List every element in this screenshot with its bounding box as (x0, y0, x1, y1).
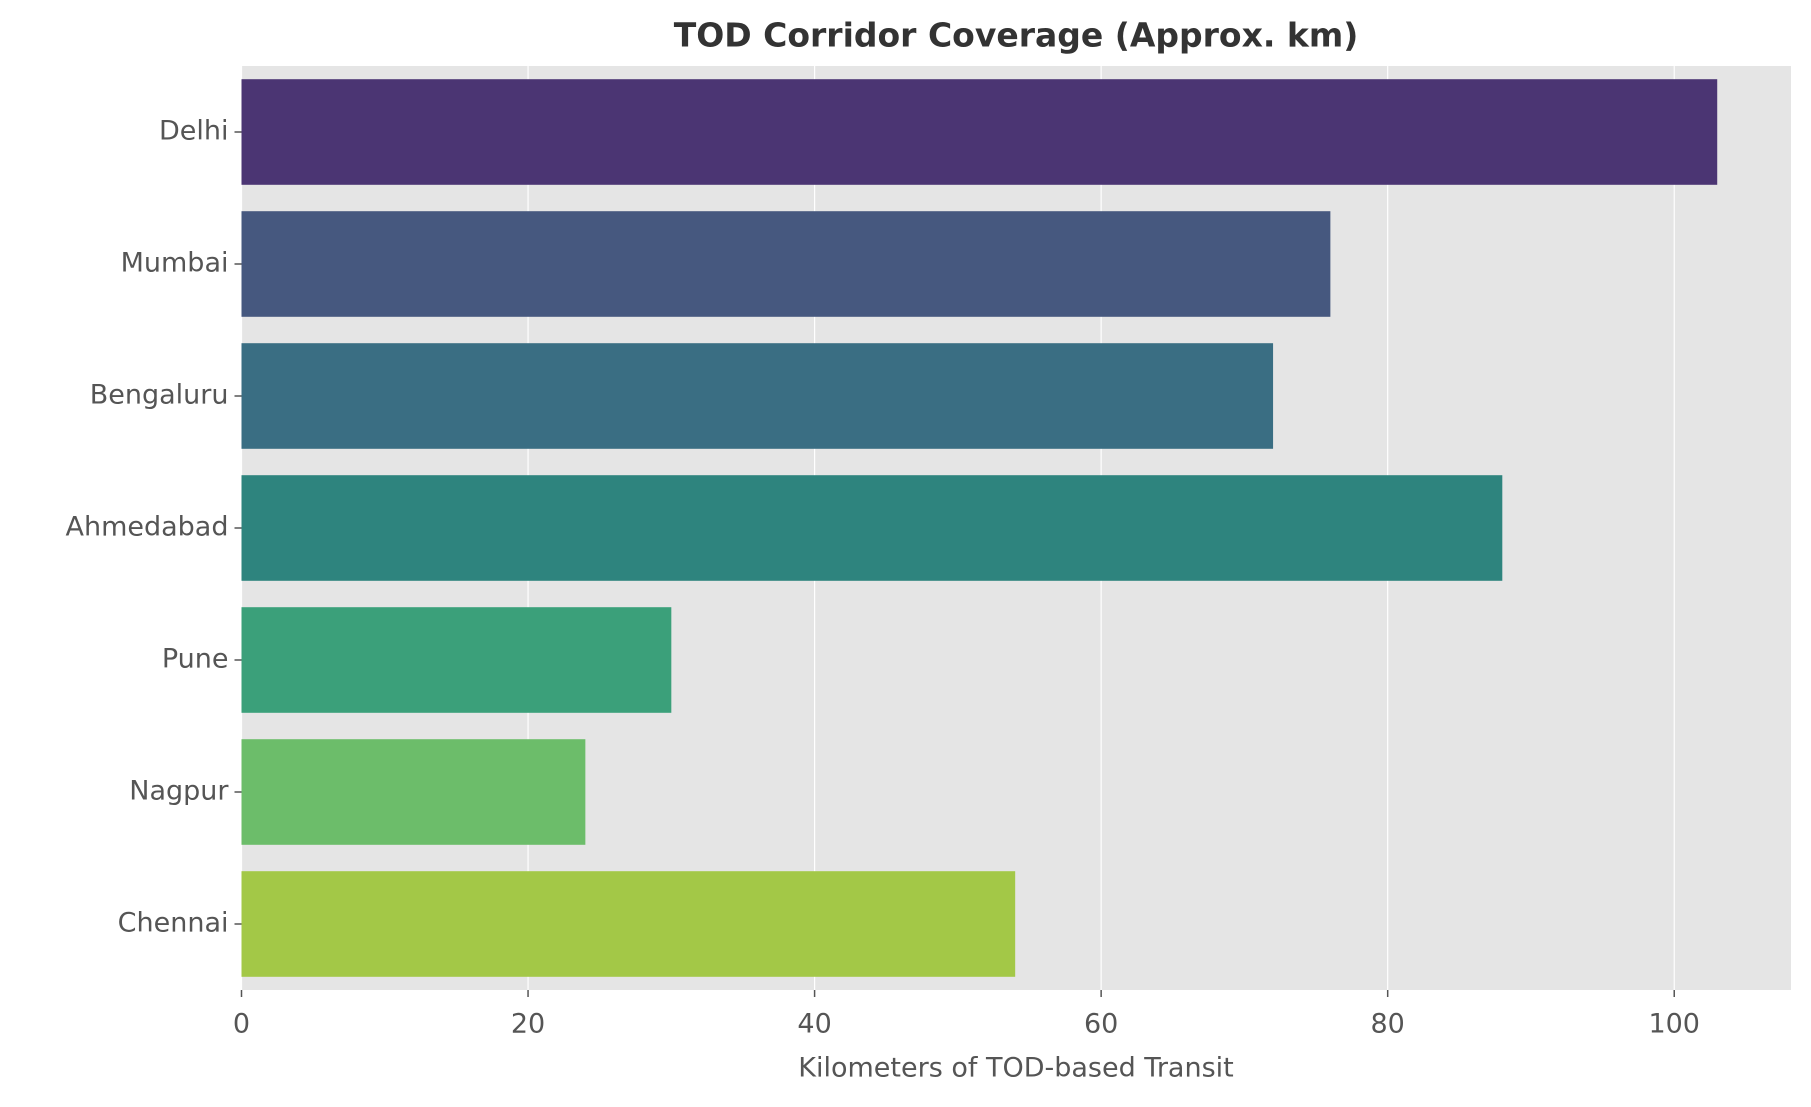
bar (241, 343, 1274, 449)
y-tick-label: Pune (162, 644, 229, 675)
y-tick-label: Ahmedabad (65, 512, 228, 543)
bar (241, 607, 672, 713)
x-tick-label: 100 (1648, 1009, 1700, 1040)
y-tick-label: Nagpur (129, 776, 229, 807)
chart-title: TOD Corridor Coverage (Approx. km) (674, 16, 1359, 55)
bar (241, 79, 1718, 185)
x-tick-label: 20 (511, 1009, 545, 1040)
y-tick-label: Chennai (118, 908, 229, 939)
bar (241, 211, 1331, 317)
y-tick-label: Mumbai (121, 248, 229, 279)
y-tick-label: Delhi (159, 116, 229, 147)
x-tick-label: 0 (233, 1009, 250, 1040)
bar (241, 739, 586, 845)
bar (241, 475, 1503, 581)
x-tick-label: 40 (797, 1009, 831, 1040)
x-axis-label: Kilometers of TOD-based Transit (798, 1053, 1234, 1084)
x-tick-label: 80 (1371, 1009, 1405, 1040)
y-tick-label: Bengaluru (90, 380, 229, 411)
bar (241, 871, 1016, 977)
x-tick-label: 60 (1084, 1009, 1118, 1040)
